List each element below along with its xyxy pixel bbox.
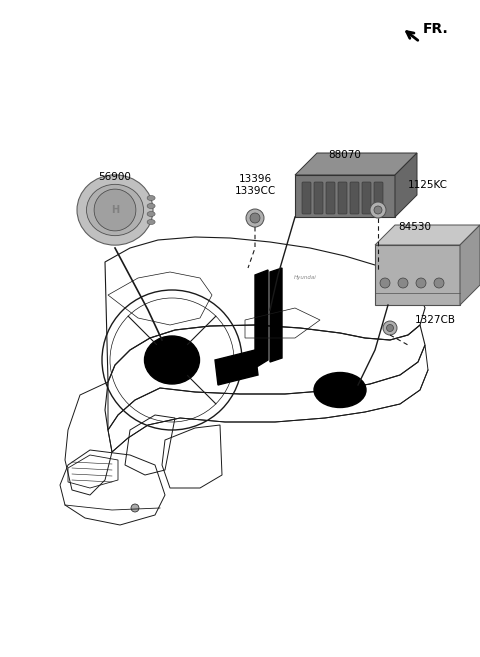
Circle shape — [383, 321, 397, 335]
Polygon shape — [295, 175, 395, 217]
Circle shape — [380, 278, 390, 288]
Text: 1339CC: 1339CC — [234, 186, 276, 196]
FancyBboxPatch shape — [302, 182, 311, 214]
Ellipse shape — [314, 373, 366, 407]
Polygon shape — [215, 350, 258, 385]
Ellipse shape — [147, 204, 155, 208]
Text: FR.: FR. — [422, 22, 448, 36]
Circle shape — [434, 278, 444, 288]
Circle shape — [370, 202, 386, 218]
Polygon shape — [395, 153, 417, 217]
Text: 56900: 56900 — [98, 172, 132, 182]
FancyBboxPatch shape — [362, 182, 371, 214]
Circle shape — [398, 278, 408, 288]
Ellipse shape — [147, 219, 155, 225]
Polygon shape — [375, 245, 460, 305]
FancyBboxPatch shape — [314, 182, 323, 214]
Circle shape — [250, 213, 260, 223]
Circle shape — [386, 325, 394, 332]
Ellipse shape — [86, 185, 144, 236]
Polygon shape — [460, 225, 480, 305]
Text: 84530: 84530 — [398, 222, 431, 232]
Text: Hyundai: Hyundai — [294, 275, 316, 281]
Text: 88070: 88070 — [329, 150, 361, 160]
Circle shape — [94, 189, 136, 231]
Polygon shape — [270, 268, 282, 362]
Circle shape — [416, 278, 426, 288]
Ellipse shape — [147, 196, 155, 200]
Polygon shape — [295, 153, 417, 175]
Circle shape — [150, 338, 194, 382]
FancyBboxPatch shape — [338, 182, 347, 214]
Polygon shape — [255, 270, 268, 368]
FancyBboxPatch shape — [326, 182, 335, 214]
Ellipse shape — [147, 212, 155, 217]
FancyBboxPatch shape — [374, 182, 383, 214]
Text: H: H — [111, 205, 119, 215]
Text: 1327CB: 1327CB — [415, 315, 456, 325]
Polygon shape — [375, 225, 480, 245]
Circle shape — [246, 209, 264, 227]
Text: 13396: 13396 — [239, 174, 272, 184]
Circle shape — [131, 504, 139, 512]
Text: 1125KC: 1125KC — [408, 180, 448, 190]
Ellipse shape — [77, 175, 153, 245]
Circle shape — [374, 206, 382, 214]
Ellipse shape — [144, 336, 200, 384]
FancyBboxPatch shape — [350, 182, 359, 214]
